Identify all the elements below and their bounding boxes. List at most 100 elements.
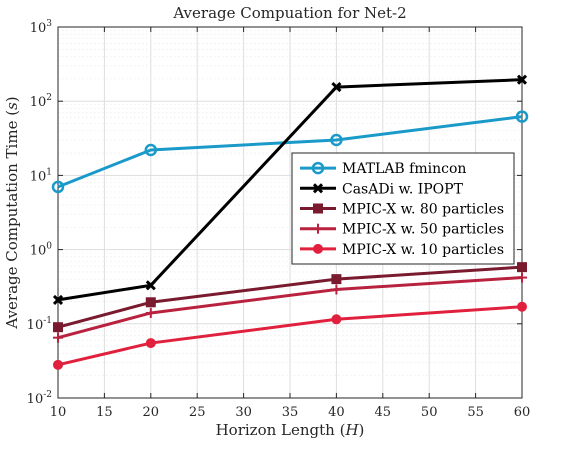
x-tick-label: 45 xyxy=(375,405,392,420)
marker-shape xyxy=(53,322,63,333)
data-point xyxy=(331,274,342,285)
data-point xyxy=(330,133,343,147)
marker-shape xyxy=(145,280,156,291)
legend-label: MATLAB fmincon xyxy=(342,161,466,177)
marker-shape xyxy=(312,183,324,194)
data-point xyxy=(144,143,158,157)
data-point xyxy=(515,110,529,123)
data-point xyxy=(53,322,63,333)
x-tick-label: 40 xyxy=(328,405,345,420)
marker-shape xyxy=(516,74,528,85)
data-point xyxy=(517,262,527,273)
data-point xyxy=(53,332,63,343)
x-tick-label: 15 xyxy=(96,405,113,420)
marker-shape xyxy=(331,82,342,93)
data-point xyxy=(53,359,63,370)
y-tick-label: 10-2 xyxy=(27,390,52,407)
legend-label: MPIC-X w. 10 particles xyxy=(342,242,504,258)
y-tick-exponent: 2 xyxy=(46,93,52,103)
marker-shape xyxy=(145,297,156,308)
y-tick-base: 10 xyxy=(30,21,47,36)
legend-marker xyxy=(313,243,323,254)
y-tick-label: 101 xyxy=(30,167,52,184)
series-line xyxy=(57,78,523,302)
ticks-layer: 10 15 20 25 30 35 40 45 50 55 6010-210-11001011021… xyxy=(27,19,531,420)
legend-marker xyxy=(312,183,324,194)
y-tick-base: 10 xyxy=(30,95,47,110)
data-point xyxy=(145,280,156,291)
y-tick-base: 10 xyxy=(27,318,44,333)
marker-shape xyxy=(144,143,158,157)
x-tick-label: 35 xyxy=(282,405,299,420)
y-tick-label: 10-1 xyxy=(27,316,52,333)
x-tick-label: 30 xyxy=(235,405,252,420)
marker-shape xyxy=(53,359,63,370)
y-tick-exponent: 1 xyxy=(46,167,52,177)
data-point xyxy=(145,338,156,349)
series-line xyxy=(57,265,523,329)
y-tick-label: 103 xyxy=(30,19,53,36)
marker-shape xyxy=(52,294,64,305)
marker-shape xyxy=(330,133,343,147)
marker-shape xyxy=(311,161,325,175)
marker-shape xyxy=(313,243,323,254)
x-tick-label: 10 xyxy=(50,405,67,420)
y-tick-base: 10 xyxy=(30,169,47,184)
data-point xyxy=(331,314,342,325)
y-tick-base: 10 xyxy=(30,244,47,259)
legend-entry: MPIC-X w. 80 particles xyxy=(300,202,504,218)
y-tick-exponent: -1 xyxy=(43,316,52,326)
legend-entry: MPIC-X w. 50 particles xyxy=(300,222,504,238)
legend-entry: MATLAB fmincon xyxy=(300,161,466,177)
legend-marker xyxy=(313,223,323,234)
chart-title: Average Compuation for Net-2 xyxy=(172,4,406,22)
series-line xyxy=(57,115,523,189)
x-tick-label: 60 xyxy=(514,405,531,420)
legend-marker xyxy=(313,203,323,214)
x-tick-label: 20 xyxy=(143,405,160,420)
marker-shape xyxy=(515,110,529,123)
data-point xyxy=(331,82,342,93)
marker-shape xyxy=(51,180,65,194)
legend-marker xyxy=(311,161,325,175)
y-tick-label: 100 xyxy=(30,242,53,259)
legend-entry: MPIC-X w. 10 particles xyxy=(300,242,504,258)
data-point xyxy=(517,272,527,283)
series-line xyxy=(57,276,523,340)
x-tick-label: 50 xyxy=(421,405,438,420)
x-axis-label: Horizon Length (H) xyxy=(216,421,365,439)
series-group xyxy=(52,74,528,305)
data-point xyxy=(52,294,64,305)
marker-shape xyxy=(145,338,156,349)
y-axis-label: Average Computation Time (s) xyxy=(3,96,21,329)
y-tick-exponent: -2 xyxy=(43,390,52,400)
data-point xyxy=(516,74,528,85)
y-tick-exponent: 0 xyxy=(46,242,52,252)
legend-label: MPIC-X w. 80 particles xyxy=(342,202,504,218)
marker-shape xyxy=(517,262,527,273)
series-layer xyxy=(51,74,529,370)
legend-label: MPIC-X w. 50 particles xyxy=(342,222,504,238)
x-tick-label: 55 xyxy=(467,405,484,420)
marker-shape xyxy=(517,301,527,312)
series-group xyxy=(51,110,529,194)
series-group xyxy=(53,301,527,370)
legend: MATLAB fmincon CasADi w. IPOPT MPIC-X w. 8… xyxy=(291,152,515,265)
series-group xyxy=(53,272,527,343)
data-point xyxy=(517,301,527,312)
data-point xyxy=(145,307,156,318)
data-point xyxy=(51,180,65,194)
marker-shape xyxy=(331,274,342,285)
y-tick-base: 10 xyxy=(27,392,44,407)
y-tick-exponent: 3 xyxy=(46,19,52,29)
series-group xyxy=(53,262,527,333)
y-tick-label: 102 xyxy=(30,93,52,110)
series-line xyxy=(57,305,523,367)
marker-shape xyxy=(331,314,342,325)
legend-entry: CasADi w. IPOPT xyxy=(300,181,464,197)
x-tick-label: 25 xyxy=(189,405,206,420)
marker-shape xyxy=(313,203,323,214)
legend-label: CasADi w. IPOPT xyxy=(342,181,464,197)
